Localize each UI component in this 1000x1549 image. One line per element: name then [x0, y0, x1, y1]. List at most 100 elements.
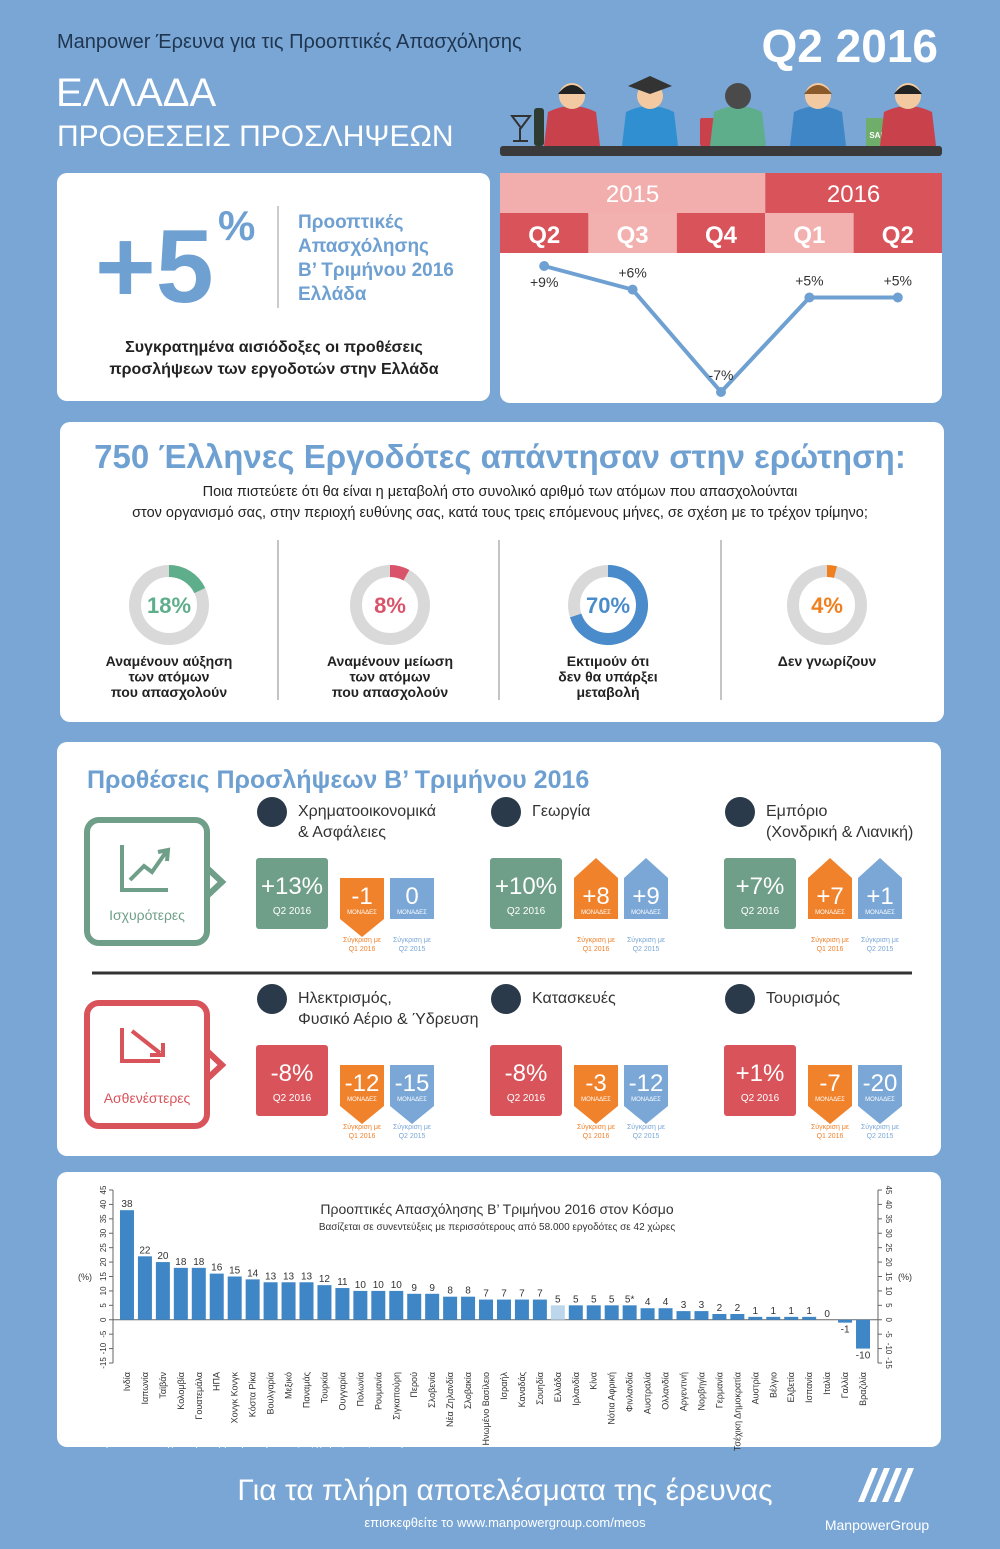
- y-tick-label: 5: [99, 1303, 108, 1308]
- y-tick-label: 30: [884, 1229, 893, 1238]
- y-tick-label: 30: [99, 1228, 108, 1237]
- change-caption: Σύγκριση με: [811, 1123, 849, 1131]
- change-box: [858, 878, 902, 919]
- change-caption: Q1 2016: [583, 946, 610, 953]
- x-tick-label: Σλοβακία: [463, 1372, 473, 1409]
- bar-value-label: 12: [319, 1274, 331, 1285]
- donut-arc: [826, 565, 837, 578]
- bar-value-label: 7: [519, 1289, 525, 1300]
- sector-name: Εμπόριο: [766, 803, 827, 820]
- change-label: -3: [585, 1070, 606, 1097]
- x-tick-label: Σλοβενία: [427, 1372, 437, 1408]
- outlook-label: +1%: [736, 1060, 785, 1087]
- subtitle: ΠΡΟΘΕΣΕΙΣ ΠΡΟΣΛΗΨΕΩΝ: [57, 120, 454, 153]
- group-frame: [84, 817, 210, 946]
- summary-card: [57, 173, 490, 401]
- change-label: -12: [345, 1070, 380, 1097]
- sector-icon: [491, 797, 521, 827]
- change-box: [808, 1065, 852, 1106]
- change-caption: Σύγκριση με: [577, 1123, 615, 1131]
- change-box: [808, 878, 852, 919]
- bar: [856, 1319, 871, 1349]
- change-caption: Q2 2015: [633, 946, 660, 953]
- bar-value-label: 10: [391, 1280, 403, 1291]
- x-tick-label: Ελβετία: [786, 1372, 796, 1402]
- bar-value-label: 1: [770, 1306, 776, 1317]
- x-tick-label: Γερμανία: [714, 1372, 724, 1408]
- y-tick-label: -15: [99, 1357, 108, 1369]
- change-unit: ΜΟΝΑΔΕΣ: [815, 910, 845, 916]
- outlook-box: [724, 858, 796, 929]
- change-box: [390, 1065, 434, 1106]
- change-box: [624, 878, 668, 919]
- change-caption: Σύγκριση με: [393, 936, 431, 944]
- outlook-box: [490, 858, 562, 929]
- summary-label: Απασχόλησης: [298, 236, 429, 257]
- group-icon: [120, 845, 171, 892]
- donut-arc: [569, 565, 648, 645]
- change-caption: Q2 2015: [867, 946, 894, 953]
- person-hair: [804, 85, 832, 94]
- bar-value-label: 4: [663, 1297, 669, 1308]
- y-tick-label: 25: [99, 1243, 108, 1252]
- bar: [119, 1210, 134, 1320]
- change-unit: ΜΟΝΑΔΕΣ: [347, 910, 377, 916]
- outlook-period: Q2 2016: [507, 1093, 546, 1104]
- x-tick-label: Νορβηγία: [696, 1372, 706, 1411]
- bar: [838, 1319, 853, 1323]
- x-tick-label: Βραζιλία: [858, 1372, 868, 1406]
- change-arrow: [858, 1106, 902, 1124]
- trend-value-label: -7%: [709, 367, 734, 383]
- x-tick-label: Αργεντινή: [679, 1372, 689, 1411]
- survey-question: στον οργανισμό σας, στην περιοχή ευθύνης…: [132, 505, 868, 521]
- bar-value-label: 13: [283, 1271, 295, 1282]
- x-tick-label: Μεξικό: [284, 1372, 294, 1399]
- x-tick-label: Σιγκαπούρη: [391, 1372, 401, 1420]
- bottle: [534, 108, 544, 146]
- change-arrow: [808, 858, 852, 878]
- change-caption: Σύγκριση με: [861, 1123, 899, 1131]
- donut-caption: μεταβολή: [576, 684, 639, 700]
- person-body: [622, 106, 678, 146]
- change-arrow: [624, 1106, 668, 1124]
- x-tick-label: ΗΠΑ: [212, 1372, 222, 1391]
- outlook-box: [256, 1045, 328, 1116]
- y-axis-label: (%): [78, 1272, 92, 1282]
- bar-value-label: 14: [247, 1268, 259, 1279]
- donut-caption: των ατόμων: [129, 669, 210, 685]
- bar: [640, 1308, 655, 1320]
- bar: [586, 1305, 601, 1320]
- person-hair: [558, 85, 586, 94]
- year-cell: [765, 173, 942, 213]
- donut-caption: που απασχολούν: [332, 684, 448, 700]
- bar-value-label: 22: [139, 1245, 151, 1256]
- bar-value-label: 1: [753, 1306, 759, 1317]
- person-head: [725, 83, 751, 109]
- survey-name: Manpower Έρευνα για τις Προοπτικές Απασχ…: [57, 31, 522, 53]
- person-body: [710, 106, 766, 146]
- quarter-label: Q2: [882, 222, 914, 249]
- donut-label: 8%: [374, 593, 406, 618]
- change-arrow: [340, 919, 384, 937]
- outlook-period: Q2 2016: [507, 906, 546, 917]
- summary-note: προσλήψεων των εργοδοτών στην Ελλάδα: [109, 361, 438, 378]
- year-label: 2016: [827, 181, 880, 208]
- y-tick-label: 40: [99, 1199, 108, 1208]
- change-label: +7: [816, 883, 843, 910]
- change-caption: Q1 2016: [583, 1133, 610, 1140]
- quarter-cell: [500, 213, 589, 253]
- x-tick-label: Βουλγαρία: [266, 1372, 276, 1414]
- change-label: -20: [863, 1070, 898, 1097]
- y-tick-label: 15: [99, 1272, 108, 1281]
- bar: [658, 1308, 673, 1320]
- brand: ManpowerGroup: [825, 1517, 929, 1533]
- quarter-label: Q2: [528, 222, 560, 249]
- change-unit: ΜΟΝΑΔΕΣ: [815, 1097, 845, 1103]
- change-label: -7: [819, 1070, 840, 1097]
- bar-value-label: 10: [355, 1280, 367, 1291]
- outlook-label: +10%: [495, 873, 557, 900]
- footer-cta: Για τα πλήρη αποτελέσματα της έρευνας: [237, 1474, 772, 1507]
- bar: [622, 1305, 637, 1320]
- x-tick-label: Βέλγιο: [768, 1372, 778, 1398]
